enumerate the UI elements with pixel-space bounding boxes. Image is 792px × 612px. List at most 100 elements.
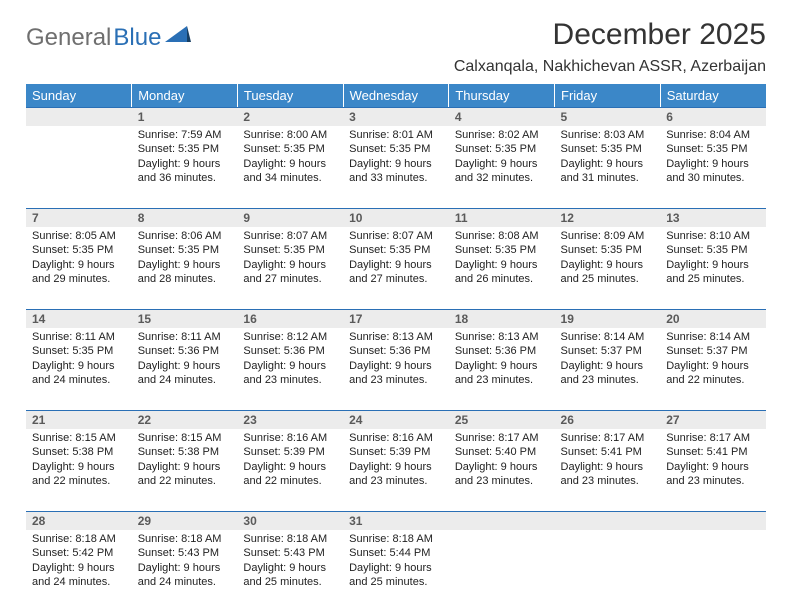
sunset-line: Sunset: 5:35 PM <box>666 142 760 156</box>
day-details: Sunrise: 8:09 AMSunset: 5:35 PMDaylight:… <box>555 227 661 290</box>
day-number-cell: 30 <box>237 511 343 530</box>
sunset-line: Sunset: 5:36 PM <box>349 344 443 358</box>
day-number-cell: 18 <box>449 309 555 328</box>
sunset-line: Sunset: 5:35 PM <box>349 243 443 257</box>
sunrise-line: Sunrise: 8:04 AM <box>666 128 760 142</box>
weekday-header-row: Sunday Monday Tuesday Wednesday Thursday… <box>26 84 766 107</box>
sunrise-line: Sunrise: 8:17 AM <box>561 431 655 445</box>
day-number: 21 <box>26 410 132 429</box>
sunset-line: Sunset: 5:39 PM <box>349 445 443 459</box>
daylight-line: Daylight: 9 hours and 24 minutes. <box>32 359 126 388</box>
daylight-line: Daylight: 9 hours and 25 minutes. <box>561 258 655 287</box>
daylight-line: Daylight: 9 hours and 34 minutes. <box>243 157 337 186</box>
logo: GeneralBlue <box>26 24 191 52</box>
day-content-row: Sunrise: 8:05 AMSunset: 5:35 PMDaylight:… <box>26 227 766 309</box>
day-details: Sunrise: 8:14 AMSunset: 5:37 PMDaylight:… <box>555 328 661 391</box>
day-number-cell: 31 <box>343 511 449 530</box>
sunrise-line: Sunrise: 7:59 AM <box>138 128 232 142</box>
day-details: Sunrise: 8:03 AMSunset: 5:35 PMDaylight:… <box>555 126 661 189</box>
day-number: 13 <box>660 208 766 227</box>
sunset-line: Sunset: 5:38 PM <box>138 445 232 459</box>
weekday-header: Sunday <box>26 84 132 107</box>
sunrise-line: Sunrise: 8:09 AM <box>561 229 655 243</box>
day-number-cell: 2 <box>237 107 343 126</box>
day-number: 2 <box>237 107 343 126</box>
day-details: Sunrise: 8:04 AMSunset: 5:35 PMDaylight:… <box>660 126 766 189</box>
sunrise-line: Sunrise: 8:11 AM <box>138 330 232 344</box>
day-number <box>555 511 661 530</box>
day-number-cell: 24 <box>343 410 449 429</box>
day-cell: Sunrise: 8:16 AMSunset: 5:39 PMDaylight:… <box>237 429 343 511</box>
day-details: Sunrise: 7:59 AMSunset: 5:35 PMDaylight:… <box>132 126 238 189</box>
daylight-line: Daylight: 9 hours and 24 minutes. <box>138 561 232 590</box>
weekday-header: Friday <box>555 84 661 107</box>
day-details: Sunrise: 8:16 AMSunset: 5:39 PMDaylight:… <box>343 429 449 492</box>
day-number-cell: 1 <box>132 107 238 126</box>
day-number <box>660 511 766 530</box>
day-number: 23 <box>237 410 343 429</box>
sunset-line: Sunset: 5:35 PM <box>455 243 549 257</box>
sunset-line: Sunset: 5:43 PM <box>138 546 232 560</box>
sunrise-line: Sunrise: 8:00 AM <box>243 128 337 142</box>
day-details: Sunrise: 8:05 AMSunset: 5:35 PMDaylight:… <box>26 227 132 290</box>
day-cell: Sunrise: 8:18 AMSunset: 5:43 PMDaylight:… <box>237 530 343 612</box>
day-cell: Sunrise: 8:09 AMSunset: 5:35 PMDaylight:… <box>555 227 661 309</box>
day-content-row: Sunrise: 7:59 AMSunset: 5:35 PMDaylight:… <box>26 126 766 208</box>
day-number-row: 14151617181920 <box>26 309 766 328</box>
day-number-cell: 28 <box>26 511 132 530</box>
sunrise-line: Sunrise: 8:01 AM <box>349 128 443 142</box>
sunset-line: Sunset: 5:35 PM <box>32 243 126 257</box>
day-number-cell: 4 <box>449 107 555 126</box>
sunset-line: Sunset: 5:41 PM <box>666 445 760 459</box>
day-cell <box>26 126 132 208</box>
day-number-cell: 6 <box>660 107 766 126</box>
daylight-line: Daylight: 9 hours and 23 minutes. <box>349 359 443 388</box>
day-cell: Sunrise: 8:18 AMSunset: 5:44 PMDaylight:… <box>343 530 449 612</box>
day-number: 16 <box>237 309 343 328</box>
sunrise-line: Sunrise: 8:14 AM <box>561 330 655 344</box>
daylight-line: Daylight: 9 hours and 25 minutes. <box>666 258 760 287</box>
day-number-cell: 14 <box>26 309 132 328</box>
weekday-header: Tuesday <box>237 84 343 107</box>
day-details: Sunrise: 8:07 AMSunset: 5:35 PMDaylight:… <box>343 227 449 290</box>
sunrise-line: Sunrise: 8:18 AM <box>138 532 232 546</box>
day-cell <box>449 530 555 612</box>
day-number-cell: 16 <box>237 309 343 328</box>
day-number: 24 <box>343 410 449 429</box>
day-details: Sunrise: 8:17 AMSunset: 5:41 PMDaylight:… <box>660 429 766 492</box>
day-cell: Sunrise: 8:06 AMSunset: 5:35 PMDaylight:… <box>132 227 238 309</box>
sunset-line: Sunset: 5:35 PM <box>138 142 232 156</box>
logo-text-blue: Blue <box>113 24 161 52</box>
day-number: 17 <box>343 309 449 328</box>
day-number: 20 <box>660 309 766 328</box>
day-number: 19 <box>555 309 661 328</box>
daylight-line: Daylight: 9 hours and 24 minutes. <box>138 359 232 388</box>
day-number-cell: 10 <box>343 208 449 227</box>
day-number-cell: 12 <box>555 208 661 227</box>
daylight-line: Daylight: 9 hours and 23 minutes. <box>349 460 443 489</box>
day-cell: Sunrise: 8:05 AMSunset: 5:35 PMDaylight:… <box>26 227 132 309</box>
day-number <box>26 107 132 126</box>
day-number-cell: 17 <box>343 309 449 328</box>
sunrise-line: Sunrise: 8:06 AM <box>138 229 232 243</box>
day-number-cell: 5 <box>555 107 661 126</box>
day-content-row: Sunrise: 8:15 AMSunset: 5:38 PMDaylight:… <box>26 429 766 511</box>
day-cell: Sunrise: 8:00 AMSunset: 5:35 PMDaylight:… <box>237 126 343 208</box>
sunrise-line: Sunrise: 8:12 AM <box>243 330 337 344</box>
day-cell: Sunrise: 8:17 AMSunset: 5:41 PMDaylight:… <box>660 429 766 511</box>
day-number: 26 <box>555 410 661 429</box>
sunrise-line: Sunrise: 8:11 AM <box>32 330 126 344</box>
sunrise-line: Sunrise: 8:13 AM <box>349 330 443 344</box>
day-number-cell: 21 <box>26 410 132 429</box>
day-cell: Sunrise: 8:13 AMSunset: 5:36 PMDaylight:… <box>343 328 449 410</box>
sunset-line: Sunset: 5:35 PM <box>138 243 232 257</box>
daylight-line: Daylight: 9 hours and 28 minutes. <box>138 258 232 287</box>
day-details: Sunrise: 8:16 AMSunset: 5:39 PMDaylight:… <box>237 429 343 492</box>
day-number-cell: 20 <box>660 309 766 328</box>
day-details: Sunrise: 8:12 AMSunset: 5:36 PMDaylight:… <box>237 328 343 391</box>
day-cell: Sunrise: 8:14 AMSunset: 5:37 PMDaylight:… <box>555 328 661 410</box>
sunset-line: Sunset: 5:35 PM <box>561 243 655 257</box>
daylight-line: Daylight: 9 hours and 29 minutes. <box>32 258 126 287</box>
day-cell: Sunrise: 8:10 AMSunset: 5:35 PMDaylight:… <box>660 227 766 309</box>
daylight-line: Daylight: 9 hours and 27 minutes. <box>243 258 337 287</box>
